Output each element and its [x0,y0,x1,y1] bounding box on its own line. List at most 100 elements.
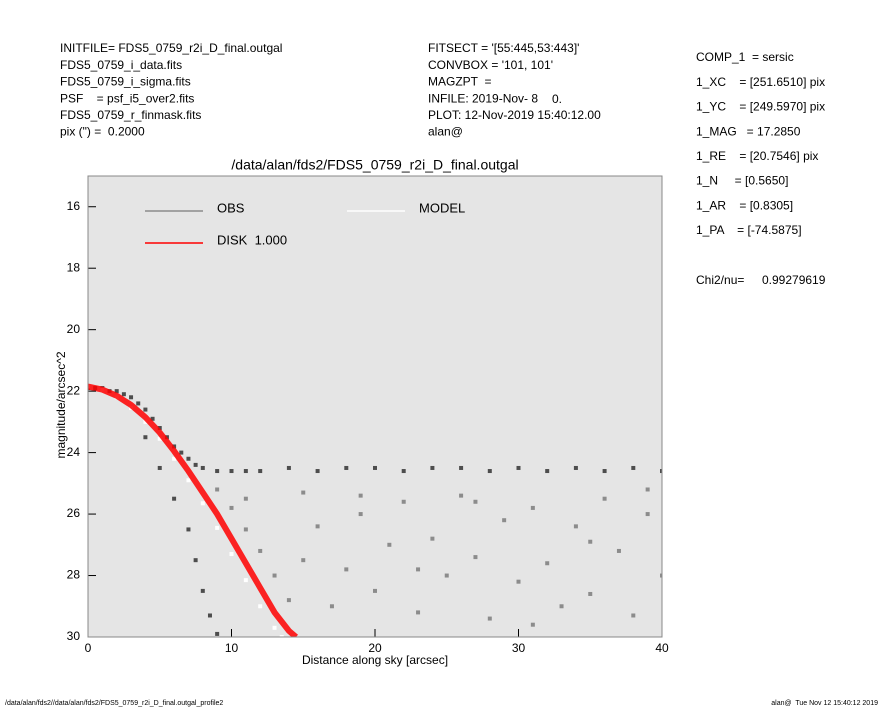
data-point [207,613,212,618]
data-point [344,465,349,470]
y-tick-label: 20 [67,322,81,336]
data-point [200,588,205,593]
data-point [272,573,277,578]
data-point [545,469,550,474]
data-point [373,588,377,593]
data-point [487,616,492,621]
data-point [315,469,320,474]
x-tick-label: 0 [85,641,92,655]
data-point [150,416,155,421]
fit-parameter: 1_AR = [0.8305] [696,198,793,212]
data-point [559,604,564,609]
data-point [229,505,234,510]
header-left-line: FDS5_0759_i_sigma.fits [60,75,191,89]
data-point [301,558,306,563]
data-point [229,552,234,557]
chart-title: /data/alan/fds2/FDS5_0759_r2i_D_final.ou… [231,157,518,173]
data-point [516,579,521,584]
data-point [315,524,320,529]
data-point [157,436,162,441]
x-axis-label: Distance along sky [arcsec] [302,653,448,667]
data-point [430,536,435,541]
data-point [459,493,464,498]
footer-right: alan@ Tue Nov 12 15:40:12 2019 [771,700,878,707]
magzpt-value: 0. [552,92,562,106]
data-point [473,555,478,560]
data-point [545,561,550,566]
data-point [243,496,248,501]
fit-parameter: 1_RE = [20.7546] pix [696,149,818,163]
data-point [186,527,191,532]
header-center-line: CONVBOX = '101, 101' [428,58,553,72]
data-point [487,469,492,474]
header-center-line: MAGZPT = [428,75,491,89]
chi2-label: Chi2/nu= [696,273,744,287]
data-point [473,499,478,504]
data-point [373,465,377,470]
data-point [530,505,535,510]
data-point [215,525,220,530]
data-point [358,493,363,498]
data-point [616,548,621,553]
chi2-value: 0.99279619 [762,273,826,287]
data-point [143,419,148,424]
data-point [121,392,126,397]
y-tick-label: 16 [67,199,81,213]
data-point [660,573,662,578]
data-point [200,465,205,470]
data-point [588,591,593,596]
data-point [215,487,220,492]
plot-frame [87,175,663,638]
x-tick-label: 20 [368,641,382,655]
data-point [143,435,148,440]
header-center-line: PLOT: 12-Nov-2019 15:40:12.00 [428,108,601,122]
header-left-line: FDS5_0759_r_finmask.fits [60,108,201,122]
y-tick-label: 18 [67,260,81,274]
data-point [444,573,449,578]
data-point [645,487,650,492]
data-point [459,465,464,470]
data-point [157,465,162,470]
data-point [186,456,191,461]
fit-parameter: 1_YC = [249.5970] pix [696,100,825,114]
legend-label: MODEL [419,200,465,215]
data-point [179,450,184,455]
header-center-line: FITSECT = '[55:445,53:443]' [428,41,579,55]
data-point [502,518,507,523]
header-center-line: INFILE: 2019-Nov- 8 [428,91,538,105]
data-point [172,496,177,501]
data-point [258,469,263,474]
data-point [573,465,578,470]
data-point [645,512,650,517]
data-point [660,469,662,474]
plot-area [88,383,662,637]
data-point [258,548,263,553]
data-point [193,462,198,467]
data-point [215,631,220,636]
data-point [631,465,636,470]
data-point [401,499,406,504]
data-point [186,478,191,483]
header-left-line: INITFILE= FDS5_0759_r2i_D_final.outgal [60,41,282,55]
data-point [344,567,349,572]
x-tick-label: 10 [225,641,239,655]
header-center-line: alan@ [428,125,463,139]
data-point [631,613,636,618]
data-point [172,456,177,461]
data-point [286,598,291,603]
data-point [416,567,421,572]
y-tick-label: 24 [67,445,81,459]
data-point [243,578,248,583]
data-point [243,527,248,532]
data-point [157,426,162,431]
data-point [215,469,220,474]
data-point [387,542,392,547]
fit-parameter: 1_MAG = 17.2850 [696,124,801,138]
data-point [573,524,578,529]
data-point [301,490,306,495]
y-tick-label: 26 [67,506,81,520]
x-tick-label: 30 [512,641,526,655]
data-point [272,625,277,630]
data-point [258,604,263,609]
